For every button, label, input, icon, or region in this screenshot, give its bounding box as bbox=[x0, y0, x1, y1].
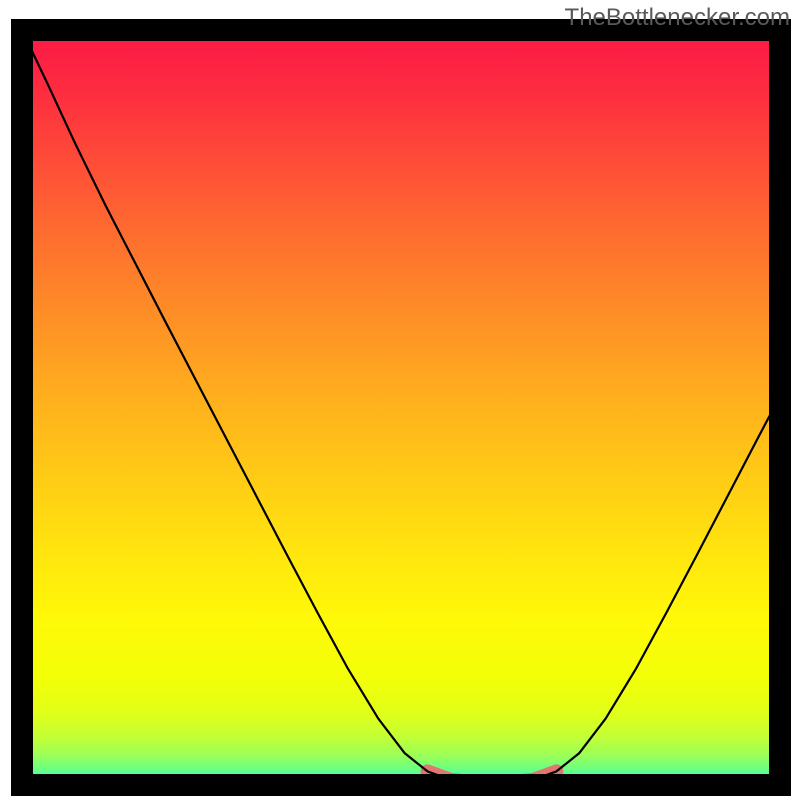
watermark-text: TheBottlenecker.com bbox=[565, 4, 790, 32]
chart-gradient-bg bbox=[22, 30, 780, 785]
bottleneck-chart bbox=[0, 0, 800, 800]
